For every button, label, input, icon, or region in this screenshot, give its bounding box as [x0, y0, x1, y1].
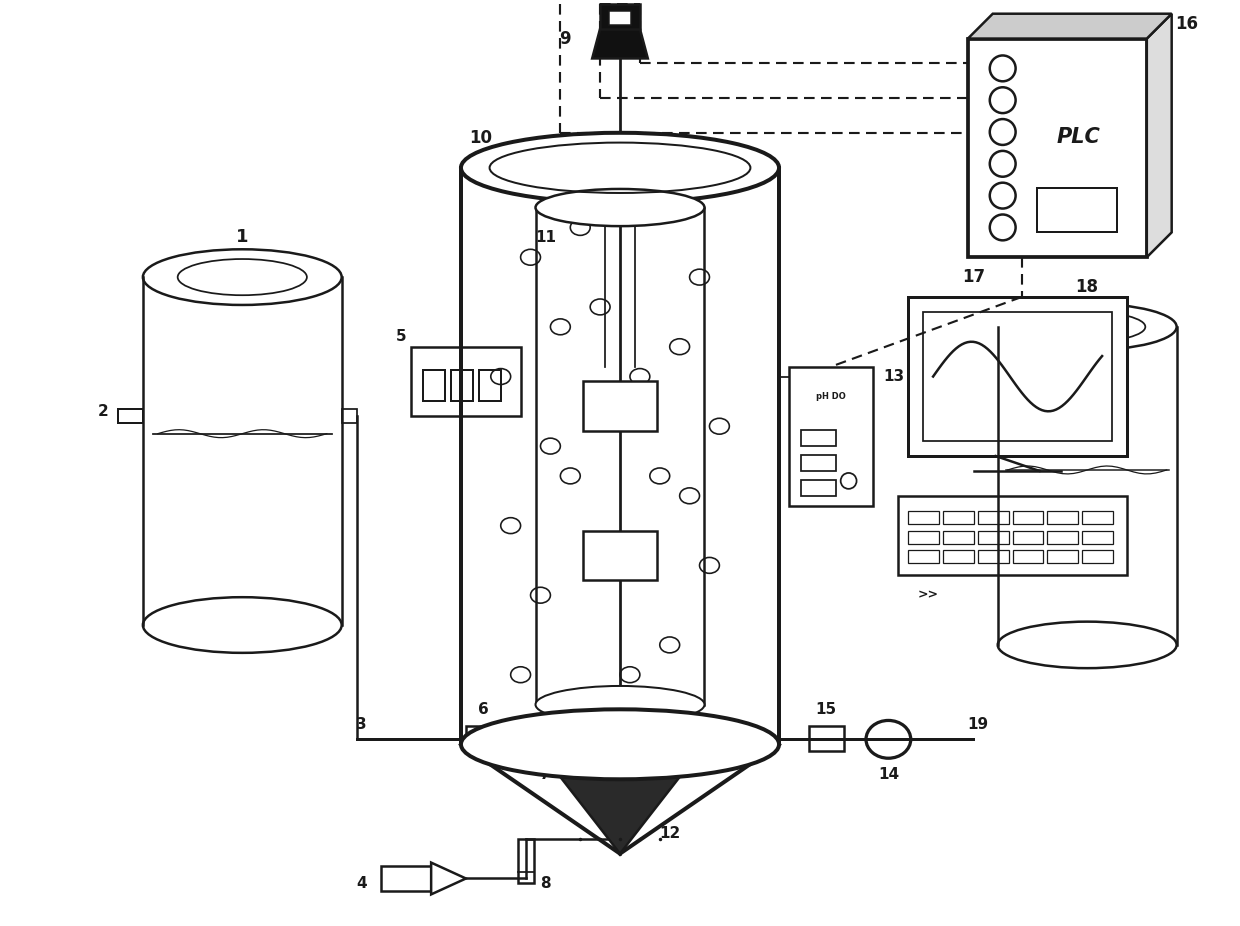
Bar: [801, 480, 836, 495]
Bar: [944, 531, 973, 544]
Bar: [600, 4, 640, 29]
Ellipse shape: [523, 720, 568, 758]
Bar: [908, 511, 939, 523]
Bar: [517, 839, 533, 883]
Text: 6: 6: [477, 702, 489, 717]
Bar: [1083, 511, 1114, 523]
Text: pH DO: pH DO: [816, 392, 846, 401]
Text: 8: 8: [541, 876, 551, 891]
Text: 19: 19: [967, 717, 988, 732]
Bar: [118, 409, 143, 423]
Bar: [944, 511, 973, 523]
Bar: [908, 297, 1127, 456]
Polygon shape: [593, 29, 647, 58]
Bar: [801, 431, 836, 446]
Bar: [908, 550, 939, 563]
Bar: [626, 195, 644, 218]
Bar: [1083, 531, 1114, 544]
Polygon shape: [432, 863, 466, 895]
Ellipse shape: [998, 304, 1177, 350]
Bar: [1048, 550, 1079, 563]
Text: 12: 12: [660, 826, 681, 841]
Bar: [801, 455, 836, 471]
Bar: [451, 369, 472, 401]
Bar: [596, 195, 614, 218]
Text: 3: 3: [356, 717, 367, 732]
Text: 2: 2: [98, 404, 108, 419]
Bar: [466, 726, 501, 751]
Bar: [1048, 511, 1079, 523]
Text: 13: 13: [883, 369, 904, 384]
Bar: [342, 409, 357, 423]
Text: 7: 7: [541, 767, 551, 782]
Bar: [1038, 188, 1117, 232]
Polygon shape: [968, 14, 1172, 39]
Text: PLC: PLC: [1056, 127, 1101, 147]
Ellipse shape: [866, 720, 910, 758]
Bar: [609, 11, 631, 25]
Text: 9: 9: [559, 30, 572, 47]
Ellipse shape: [536, 686, 704, 723]
Text: 18: 18: [1075, 278, 1099, 296]
Bar: [898, 495, 1127, 575]
Text: 5: 5: [396, 330, 407, 344]
Bar: [583, 382, 657, 432]
Polygon shape: [1147, 14, 1172, 257]
Bar: [808, 726, 843, 751]
Bar: [908, 531, 939, 544]
Text: 11: 11: [534, 230, 556, 244]
Polygon shape: [551, 764, 689, 854]
Text: 14: 14: [878, 767, 899, 782]
Ellipse shape: [143, 597, 342, 653]
Text: 4: 4: [356, 876, 367, 891]
Bar: [789, 367, 873, 506]
Bar: [1083, 550, 1114, 563]
Bar: [978, 531, 1008, 544]
Text: 15: 15: [816, 702, 837, 717]
Bar: [1013, 531, 1043, 544]
Text: >>: >>: [918, 589, 939, 602]
Ellipse shape: [461, 132, 779, 203]
Ellipse shape: [143, 249, 342, 305]
Bar: [1013, 511, 1043, 523]
Text: 10: 10: [469, 129, 492, 147]
Bar: [423, 369, 445, 401]
Ellipse shape: [998, 621, 1177, 669]
Bar: [583, 531, 657, 581]
Bar: [412, 346, 521, 417]
Text: 16: 16: [1176, 15, 1198, 32]
Bar: [1048, 531, 1079, 544]
Bar: [944, 550, 973, 563]
Bar: [978, 550, 1008, 563]
Bar: [978, 511, 1008, 523]
Ellipse shape: [536, 189, 704, 226]
Ellipse shape: [461, 709, 779, 780]
Bar: [1013, 550, 1043, 563]
Bar: [923, 312, 1112, 441]
Bar: [968, 39, 1147, 257]
Text: 17: 17: [962, 269, 986, 286]
Bar: [479, 369, 501, 401]
Bar: [382, 866, 432, 892]
Text: 1: 1: [236, 229, 248, 246]
